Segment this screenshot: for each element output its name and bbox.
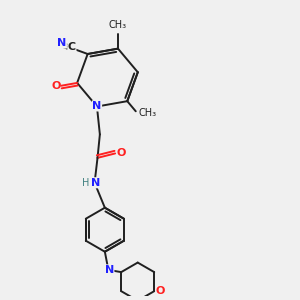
Text: O: O: [51, 81, 61, 91]
Text: N: N: [57, 38, 66, 48]
Text: N: N: [92, 101, 102, 111]
Text: O: O: [116, 148, 126, 158]
Text: CH₃: CH₃: [109, 20, 127, 30]
Text: CH₃: CH₃: [139, 108, 157, 118]
Text: H: H: [82, 178, 89, 188]
Text: C: C: [68, 42, 76, 52]
Text: N: N: [105, 265, 114, 275]
Text: O: O: [156, 286, 165, 296]
Text: N: N: [92, 178, 101, 188]
